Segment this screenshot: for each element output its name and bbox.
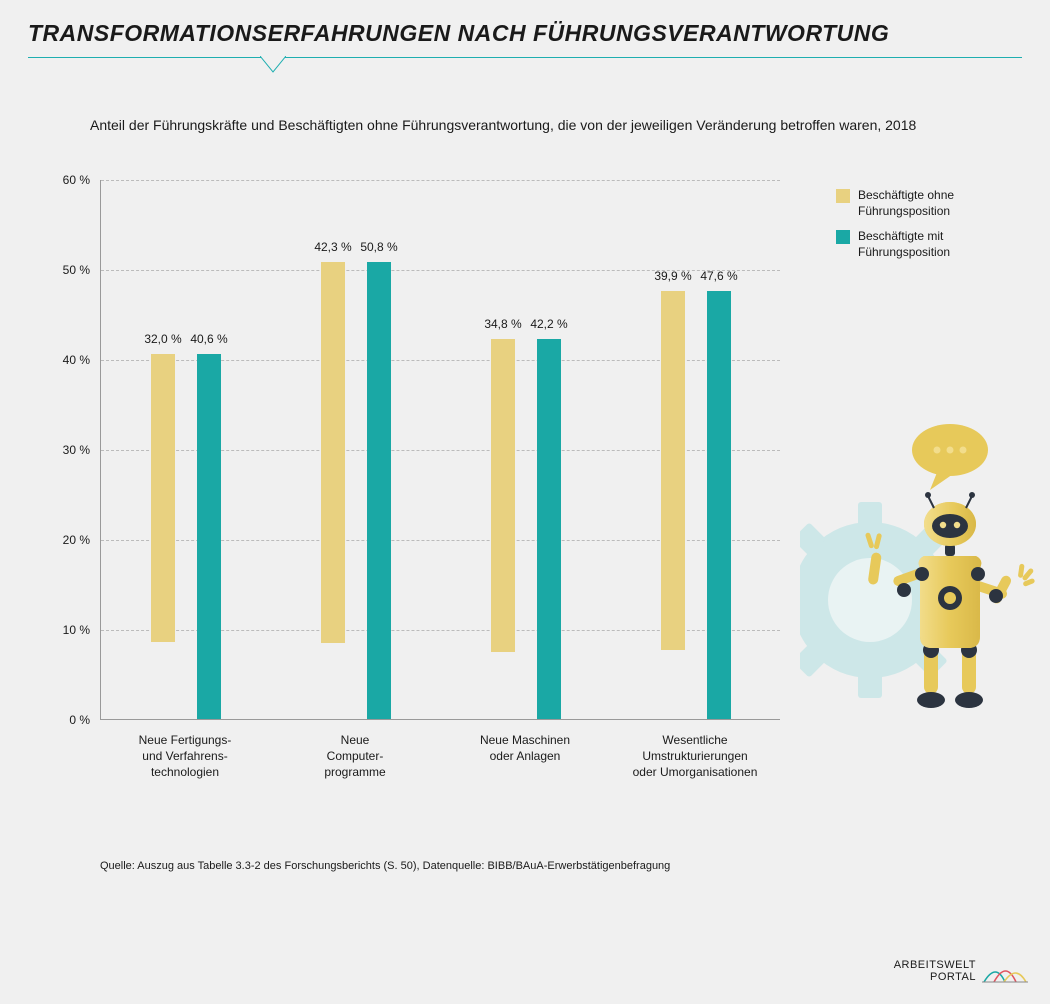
y-tick-label: 60 % xyxy=(63,173,90,187)
x-axis: Neue Fertigungs-und Verfahrens-technolog… xyxy=(100,732,780,792)
bar: 47,6 % xyxy=(707,291,731,719)
logo-icon xyxy=(982,958,1028,986)
y-tick-label: 20 % xyxy=(63,533,90,547)
legend-swatch xyxy=(836,230,850,244)
bar-value-label: 34,8 % xyxy=(484,317,521,331)
bar: 39,9 % xyxy=(661,291,685,650)
bar-value-label: 42,2 % xyxy=(530,317,567,331)
y-axis: 0 %10 %20 %30 %40 %50 %60 % xyxy=(50,180,96,720)
legend: Beschäftigte ohneFührungsposition Beschäf… xyxy=(836,188,954,270)
legend-item: Beschäftigte ohneFührungsposition xyxy=(836,188,954,219)
legend-label: Beschäftigte ohneFührungsposition xyxy=(858,188,954,219)
y-tick-label: 50 % xyxy=(63,263,90,277)
notch-icon xyxy=(260,56,286,74)
bar: 50,8 % xyxy=(367,262,391,719)
page-title: TRANSFORMATIONSERFAHRUNGEN NACH FÜHRUNGS… xyxy=(28,20,1022,47)
x-tick-label: NeueComputer-programme xyxy=(280,732,430,781)
bar: 42,2 % xyxy=(537,339,561,719)
title-underline xyxy=(28,57,1022,77)
bar-chart: 0 %10 %20 %30 %40 %50 %60 % 32,0 %40,6 %… xyxy=(50,180,790,780)
bar-group: 42,3 % 50,8 % xyxy=(281,262,431,719)
x-tick-label: Neue Fertigungs-und Verfahrens-technolog… xyxy=(110,732,260,781)
bar: 40,6 % xyxy=(197,354,221,719)
footer-logo: ARBEITSWELT PORTAL xyxy=(894,958,1028,986)
y-tick-label: 40 % xyxy=(63,353,90,367)
bar-value-label: 32,0 % xyxy=(144,332,181,346)
bar: 34,8 % xyxy=(491,339,515,652)
x-tick-label: WesentlicheUmstrukturierungenoder Umorga… xyxy=(620,732,770,781)
x-tick-label: Neue Maschinenoder Anlagen xyxy=(450,732,600,764)
gridline xyxy=(101,180,780,181)
bar-value-label: 40,6 % xyxy=(190,332,227,346)
legend-label: Beschäftigte mitFührungsposition xyxy=(858,229,950,260)
chart-subtitle: Anteil der Führungskräfte und Beschäftig… xyxy=(90,117,1050,133)
bar: 42,3 % xyxy=(321,262,345,643)
bar-group: 39,9 % 47,6 % xyxy=(621,291,771,719)
y-tick-label: 0 % xyxy=(69,713,90,727)
robot-illustration xyxy=(800,410,1040,740)
source-note: Quelle: Auszug aus Tabelle 3.3-2 des For… xyxy=(100,860,670,872)
bar-group: 34,8 % 42,2 % xyxy=(451,339,601,719)
y-tick-label: 30 % xyxy=(63,443,90,457)
footer-logo-text: ARBEITSWELT PORTAL xyxy=(894,960,976,983)
speech-bubble-icon xyxy=(912,424,988,490)
bar-group: 32,0 % 40,6 % xyxy=(111,354,261,719)
bar-value-label: 42,3 % xyxy=(314,240,351,254)
header: TRANSFORMATIONSERFAHRUNGEN NACH FÜHRUNGS… xyxy=(0,0,1050,77)
y-tick-label: 10 % xyxy=(63,623,90,637)
legend-item: Beschäftigte mitFührungsposition xyxy=(836,229,954,260)
bar: 32,0 % xyxy=(151,354,175,642)
legend-swatch xyxy=(836,189,850,203)
bar-value-label: 47,6 % xyxy=(700,269,737,283)
bar-value-label: 50,8 % xyxy=(360,240,397,254)
plot-area: 32,0 % 40,6 % 42,3 % 50,8 % 34,8 % 42,2 % 39,9… xyxy=(100,180,780,720)
bar-value-label: 39,9 % xyxy=(654,269,691,283)
